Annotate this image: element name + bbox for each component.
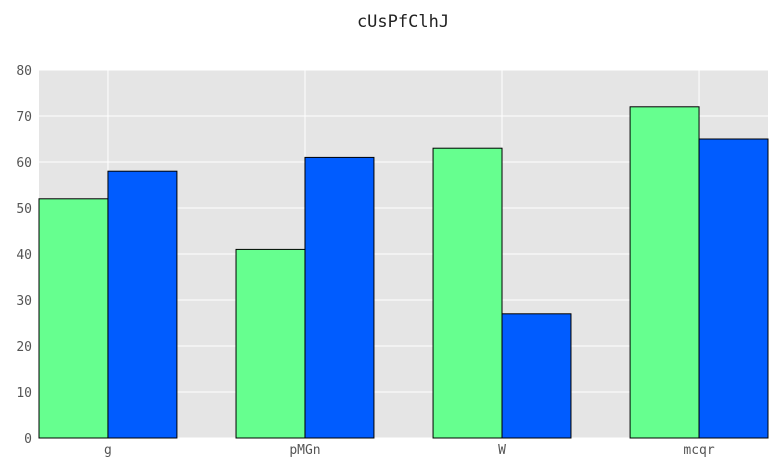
bars	[38, 106, 769, 439]
bar-pMGn-series-1	[235, 248, 306, 439]
y-tick-label: 40	[16, 248, 32, 263]
y-tick-label: 0	[24, 432, 32, 447]
y-tick-label: 60	[16, 156, 32, 171]
x-tick-label: g	[104, 443, 112, 458]
y-tick-label: 70	[16, 110, 32, 125]
y-tick-label: 80	[16, 64, 32, 79]
y-tick-label: 10	[16, 386, 32, 401]
y-tick-label: 20	[16, 340, 32, 355]
bar-mcqr-series-1	[629, 106, 700, 439]
x-tick-label: mcqr	[683, 443, 714, 458]
bar-mcqr-series-2	[698, 138, 769, 439]
y-tick-label: 50	[16, 202, 32, 217]
bar-W-series-2	[501, 313, 572, 439]
bar-pMGn-series-2	[304, 156, 375, 439]
bar-W-series-1	[432, 147, 503, 439]
x-tick-label: W	[498, 443, 506, 458]
chart-title: cUsPfClhJ	[357, 12, 449, 32]
y-tick-label: 30	[16, 294, 32, 309]
bar-g-series-1	[38, 198, 109, 439]
y-axis-ticks: 0 10 20 30 40 50 60 70 80	[16, 64, 32, 447]
x-tick-label: pMGn	[289, 443, 320, 458]
bar-g-series-2	[107, 170, 178, 439]
